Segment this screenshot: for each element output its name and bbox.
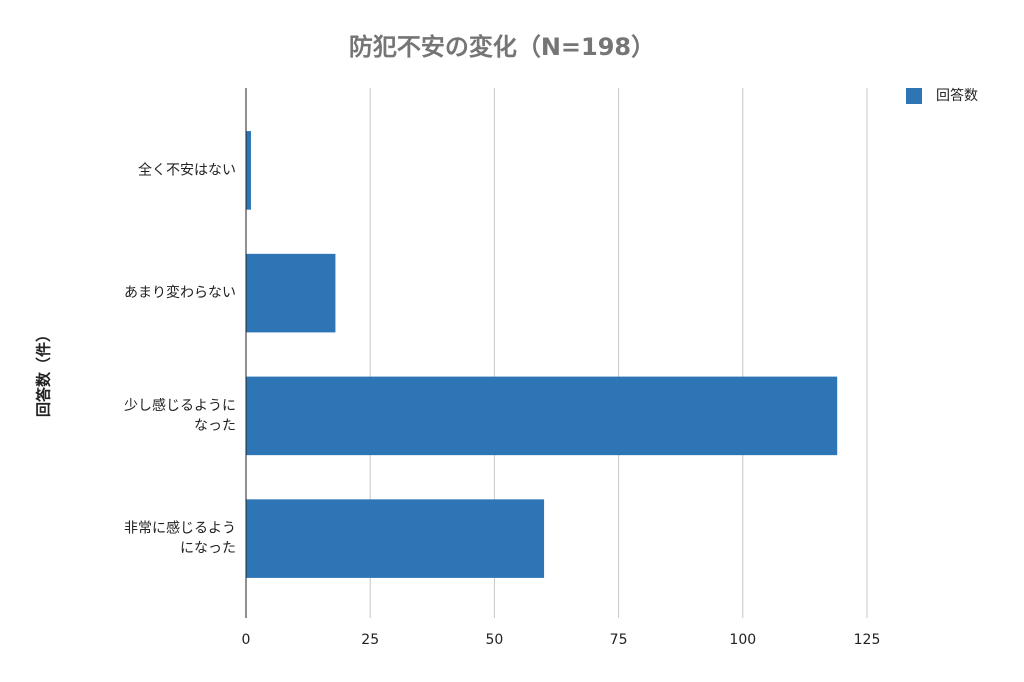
bar	[246, 499, 545, 578]
y-tick-label: 少し感じるようになった	[124, 397, 236, 434]
legend-label: 回答数	[936, 87, 978, 104]
y-tick-label: 非常に感じるようになった	[124, 520, 236, 557]
y-tick-label: 全く不安はない	[138, 161, 236, 178]
x-tick-label: 75	[610, 632, 628, 648]
bar	[246, 376, 838, 456]
chart-title: 防犯不安の変化（N=198）	[349, 33, 655, 61]
bar	[246, 253, 336, 333]
x-tick-label: 50	[485, 632, 503, 648]
x-tick-label: 25	[361, 632, 379, 648]
bar	[246, 131, 251, 210]
y-tick-label: あまり変わらない	[124, 284, 236, 301]
x-tick-label: 0	[242, 632, 251, 648]
y-axis-label: 回答数（件）	[35, 327, 53, 417]
legend-swatch	[906, 88, 922, 104]
x-tick-label: 100	[729, 632, 756, 648]
x-tick-label: 125	[854, 632, 881, 648]
